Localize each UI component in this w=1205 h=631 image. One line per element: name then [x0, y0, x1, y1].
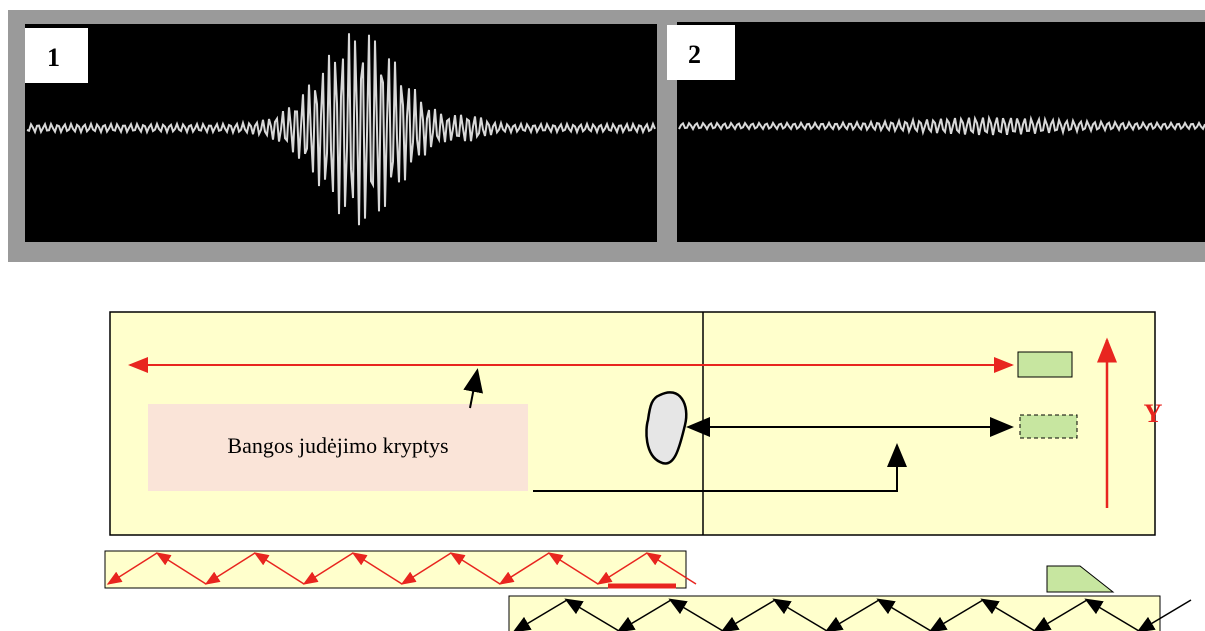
- transducer-virtual: [1020, 415, 1077, 438]
- transducer: [1018, 352, 1072, 377]
- screen-label: 2: [688, 40, 701, 69]
- wedge: [1047, 566, 1113, 592]
- screen-2: [677, 22, 1205, 242]
- label-box-2: [667, 25, 735, 80]
- annotation: Bangos judėjimo kryptys: [227, 433, 448, 458]
- plate-1: [105, 551, 686, 588]
- axis-label: Y: [1144, 399, 1163, 428]
- figure: 1 2 Bangos judėjimo kryptys Y: [0, 0, 1205, 631]
- screen-label: 1: [47, 43, 60, 72]
